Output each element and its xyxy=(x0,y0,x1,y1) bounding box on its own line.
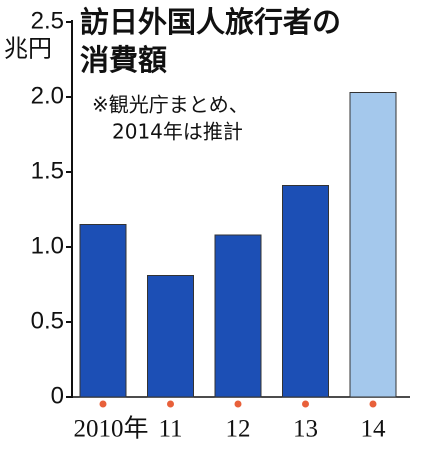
y-tick-label: 2.5 xyxy=(31,7,64,34)
dot xyxy=(99,400,107,408)
note: 2014年は推計 xyxy=(112,120,243,144)
x-tick-label: 2010年 xyxy=(73,415,148,443)
note: ※観光庁まとめ、 xyxy=(92,93,249,117)
x-tick-label: 14 xyxy=(361,416,387,443)
y-axis-label: 兆円 xyxy=(4,35,52,62)
dot xyxy=(369,400,377,408)
y-tick-label: 1.5 xyxy=(31,157,64,184)
y-tick-label: 0 xyxy=(51,382,64,409)
y-tick-label: 1.0 xyxy=(31,232,64,259)
bar xyxy=(214,234,262,398)
bar xyxy=(282,185,329,398)
x-tick-label: 11 xyxy=(158,416,182,443)
bar xyxy=(79,224,127,398)
bar xyxy=(349,92,397,398)
x-tick-label: 12 xyxy=(226,416,251,443)
dot xyxy=(167,400,174,408)
y-tick-label: 0.5 xyxy=(31,307,64,334)
y-tick-label: 2.0 xyxy=(31,82,64,109)
dot xyxy=(302,400,309,408)
x-tick-label: 13 xyxy=(293,416,318,443)
chart-title: 消費額 xyxy=(80,43,167,77)
bar xyxy=(147,275,194,398)
chart-title: 訪日外国人旅行者の xyxy=(80,5,341,39)
dot xyxy=(234,400,242,408)
